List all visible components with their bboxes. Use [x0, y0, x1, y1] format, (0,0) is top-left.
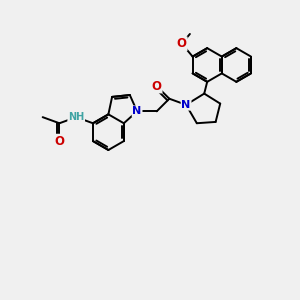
Text: NH: NH	[68, 112, 84, 122]
Text: N: N	[133, 106, 142, 116]
Text: O: O	[54, 135, 64, 148]
Text: O: O	[177, 37, 187, 50]
Text: N: N	[182, 100, 191, 110]
Text: O: O	[152, 80, 162, 93]
